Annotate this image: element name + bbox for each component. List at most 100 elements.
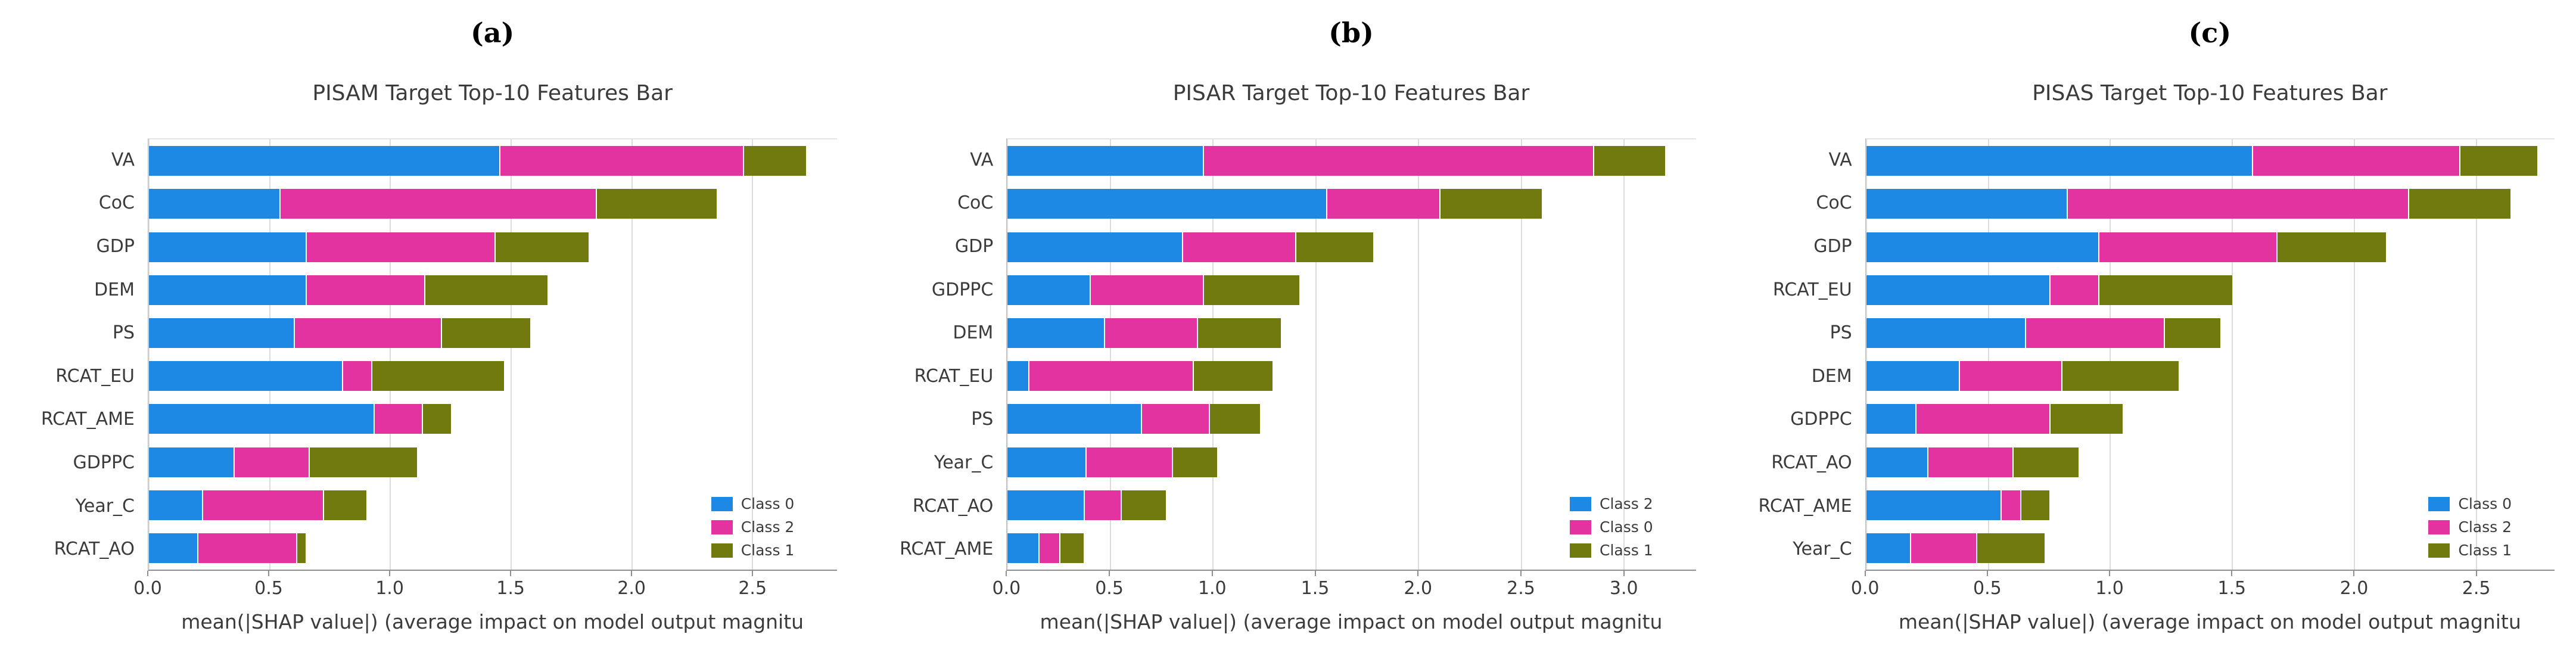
bar-segment [1927,447,2013,477]
bar-segment [1007,490,1084,520]
stacked-bar [1866,447,2555,477]
bar-segment [1085,447,1172,477]
x-tick-mark [2231,571,2233,576]
bar-segment [279,189,596,219]
x-tick-mark [1109,571,1110,576]
bar-segment [371,361,504,391]
x-tick-mark [1211,571,1213,576]
y-tick-label: RCAT_EU [914,365,994,387]
bar-segment [1202,275,1300,305]
y-tick-label: CoC [98,192,135,214]
y-tick-label: RCAT_AO [1771,452,1852,473]
bar-row [149,484,837,527]
x-tick-label: 0.0 [992,578,1021,599]
bar-row [1007,355,1695,397]
bar-segment [2024,318,2164,348]
bar-row [1866,355,2555,397]
y-axis-labels: VA CoC GDP RCAT_EU PS DEM GDPPC RCAT_AO RCAT_AME… [1725,138,1865,571]
bar-segment [1866,447,1928,477]
stacked-bar [149,275,837,305]
bar-segment [1007,318,1105,348]
bar-segment [149,404,374,434]
bar-segment [197,533,297,563]
bar-segment [1593,146,1665,176]
bar-row [1007,397,1695,440]
bar-segment [743,146,806,176]
bar-row [1866,397,2555,440]
x-tick-mark [1006,571,1007,576]
bar-segment [422,404,451,434]
x-tick-mark [268,571,270,576]
bar-segment [306,275,425,305]
gridline [2232,139,2233,570]
y-tick-label: PS [112,322,135,344]
x-axis-label: mean(|SHAP value|) (average impact on mo… [1040,610,1663,633]
x-tick-label: 1.0 [1197,578,1227,599]
x-tick-label: 3.0 [1609,578,1638,599]
x-tick-label: 1.0 [2095,578,2124,599]
bar-segment [1196,318,1281,348]
bar-row [1007,269,1695,312]
legend: Class 0 Class 2 Class 1 [2428,495,2512,559]
bar-segment [2066,189,2409,219]
legend-item: Class 2 [2428,518,2512,536]
stacked-bar [1007,318,1695,348]
chart-title: PISAS Target Top-10 Features Bar [2032,81,2388,105]
bar-segment [233,447,309,477]
stacked-bar [1866,275,2555,305]
stacked-bar [1007,232,1695,262]
bar-segment [374,404,422,434]
bar-rows [1007,139,1695,570]
bar-segment [1090,275,1203,305]
panel-label: (c) [2188,17,2232,49]
bar-row [1866,312,2555,355]
stacked-bar [1007,361,1695,391]
y-tick-label: PS [1830,322,1852,344]
bar-segment [149,232,306,262]
stacked-bar [1866,318,2555,348]
y-tick-label: PS [971,409,994,430]
stacked-bar [149,404,837,434]
plot-area: Class 0 Class 2 Class 1 [1865,138,2555,571]
bar-segment [1915,404,2049,434]
gridline [269,139,270,570]
bar-segment [149,447,234,477]
stacked-bar [1866,189,2555,219]
y-tick-label: Year_C [75,495,135,517]
bar-row [149,440,837,483]
y-tick-label: GDPPC [931,279,994,300]
legend-label: Class 0 [2458,495,2512,512]
bar-segment [294,318,441,348]
gridline [1212,139,1214,570]
plot-area: Class 2 Class 0 Class 1 [1006,138,1696,571]
y-tick-label: GDPPC [73,452,135,473]
x-tick-label: 2.0 [1404,578,1433,599]
stacked-bar [1866,146,2555,176]
gridline [2110,139,2111,570]
bar-row [1866,440,2555,483]
bar-row [149,527,837,570]
legend-swatch [1570,496,1592,511]
y-tick-label: CoC [957,192,994,214]
bar-segment [342,361,371,391]
y-tick-label: Year_C [1793,539,1852,560]
bar-segment [441,318,531,348]
stacked-bar [149,189,837,219]
gridline [1520,139,1522,570]
y-tick-label: RCAT_EU [1772,279,1852,300]
bar-segment [595,189,717,219]
stacked-bar [1007,275,1695,305]
y-tick-label: VA [970,149,994,170]
gridline [1109,139,1111,570]
x-tick-label: 1.5 [496,578,525,599]
x-axis-ticks: 0.0 0.5 1.0 1.5 2.0 2.5 3.0 [992,571,1695,602]
x-tick-label: 2.0 [2339,578,2369,599]
bar-segment [1866,404,1915,434]
bar-segment [2098,275,2233,305]
bar-segment [1141,404,1209,434]
stacked-bar [1866,361,2555,391]
bar-segment [2098,232,2276,262]
bar-segment [499,146,743,176]
bar-segment [149,361,343,391]
